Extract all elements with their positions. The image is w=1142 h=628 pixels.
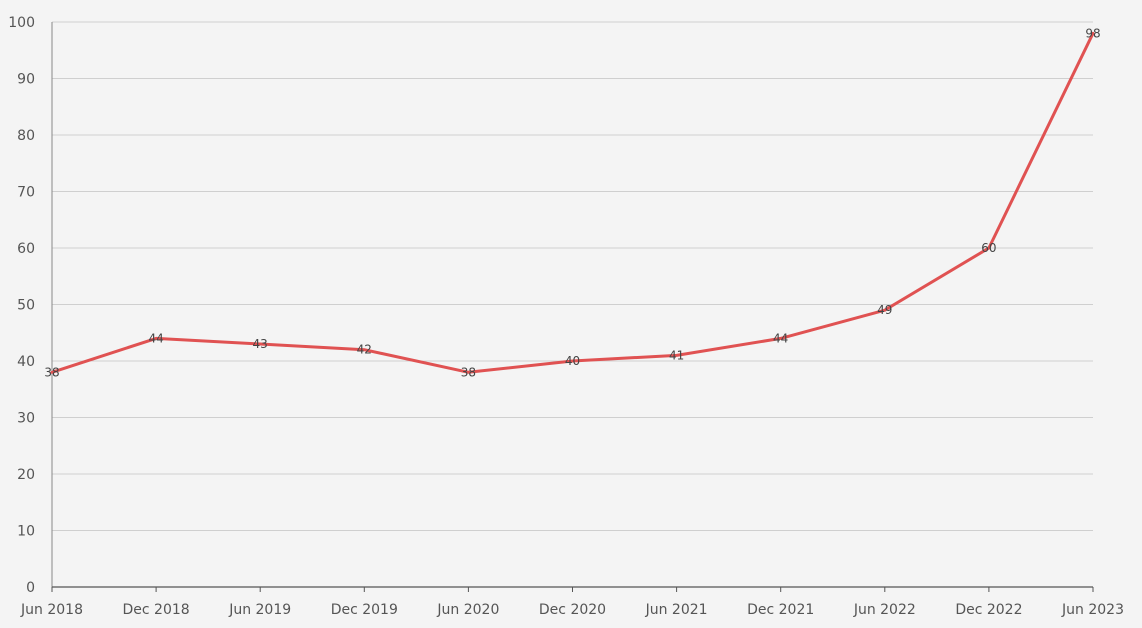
data-label: 38: [44, 365, 59, 379]
x-tick-label: Jun 2023: [1061, 602, 1124, 618]
x-tick-label: Jun 2021: [645, 602, 708, 618]
y-tick-label: 10: [17, 524, 35, 540]
grid-lines: [52, 21, 1093, 531]
y-tick-label: 90: [17, 72, 35, 88]
y-tick-label: 70: [17, 185, 35, 201]
y-tick-label: 60: [17, 241, 35, 257]
y-tick-label: 40: [17, 354, 35, 370]
y-tick-label: 30: [17, 411, 35, 427]
data-label: 60: [981, 241, 996, 255]
y-tick-label: 20: [17, 467, 35, 483]
x-tick-label: Jun 2018: [20, 602, 83, 618]
y-tick-label: 0: [26, 580, 35, 596]
data-labels: 38 44 43 42 38 40 41 44 49 60 98: [44, 26, 1100, 379]
data-label: 98: [1085, 26, 1100, 40]
x-tick-label: Dec 2018: [123, 602, 190, 618]
y-tick-label: 50: [17, 298, 35, 314]
data-label: 38: [461, 365, 476, 379]
y-tick-label: 80: [17, 128, 35, 144]
x-tick-label: Jun 2019: [228, 602, 291, 618]
x-tick-label: Dec 2022: [955, 602, 1022, 618]
x-tick-label: Dec 2019: [331, 602, 398, 618]
x-tick-label: Jun 2022: [853, 602, 916, 618]
x-tick-label: Dec 2020: [539, 602, 606, 618]
y-axis-ticks: 0 10 20 30 40 50 60 70 80 90 100: [8, 15, 35, 596]
series-line-0: [50, 31, 1095, 374]
data-label: 43: [253, 337, 268, 351]
data-label: 44: [773, 331, 788, 345]
data-label: 40: [565, 354, 580, 368]
series-lines: [50, 31, 1095, 374]
data-label: 44: [148, 331, 163, 345]
y-tick-label: 100: [8, 15, 35, 31]
x-tick-label: Dec 2021: [747, 602, 814, 618]
data-label: 42: [357, 343, 372, 357]
x-axis-ticks: Jun 2018 Dec 2018 Jun 2019 Dec 2019 Jun 2020…: [20, 587, 1124, 618]
x-tick-label: Jun 2020: [436, 602, 499, 618]
data-label: 41: [669, 348, 684, 362]
data-label: 49: [877, 303, 892, 317]
